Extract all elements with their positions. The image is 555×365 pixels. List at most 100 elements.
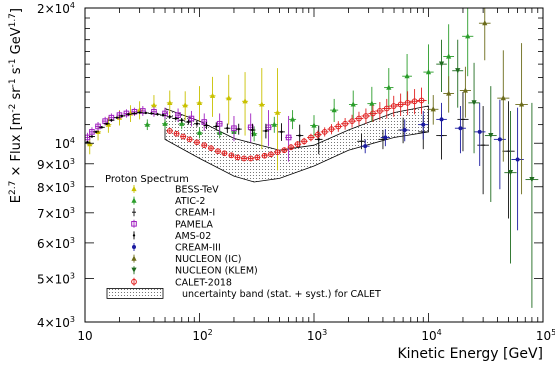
data-point — [162, 120, 168, 126]
data-point — [285, 134, 292, 141]
data-point — [179, 120, 185, 126]
data-point — [228, 152, 235, 159]
data-point — [187, 120, 190, 124]
data-point — [411, 98, 418, 105]
data-point — [529, 176, 535, 183]
data-point — [175, 112, 181, 118]
data-point — [180, 119, 183, 122]
legend-label: CREAM-I — [175, 208, 215, 219]
legend-label: NUCLEON (KLEM) — [175, 266, 258, 277]
data-point — [397, 101, 404, 108]
data-point — [261, 152, 268, 159]
data-point — [247, 155, 254, 162]
data-point — [497, 137, 502, 142]
legend-item: CREAM-I — [132, 208, 215, 219]
data-point — [356, 115, 362, 122]
data-point — [215, 148, 221, 155]
legend-item: CALET-2018 — [131, 277, 232, 288]
data-point — [166, 128, 173, 134]
data-point — [376, 108, 383, 114]
data-point — [120, 114, 124, 118]
data-point — [226, 127, 229, 130]
legend-marker — [131, 221, 137, 227]
data-point — [133, 112, 136, 115]
legend-item: NUCLEON (IC) — [131, 254, 241, 265]
data-point — [308, 134, 314, 141]
y-axis-label: E2.7 × Flux [m-2 sr-1 s-1 GeV1.7] — [8, 8, 24, 203]
data-point — [465, 33, 471, 39]
data-point — [174, 117, 177, 120]
data-point — [156, 113, 159, 116]
legend-item: AMS-02 — [132, 231, 211, 242]
legend-marker — [132, 234, 136, 237]
data-point — [241, 155, 247, 162]
y-tick-label: 2×104 — [37, 1, 75, 16]
data-point — [274, 109, 281, 115]
data-point — [446, 53, 452, 59]
data-point — [196, 99, 203, 105]
y-tick-label: 4×103 — [37, 315, 75, 330]
legend-label: AMS-02 — [175, 231, 211, 242]
series-ams-02 — [85, 111, 323, 155]
legend-label: NUCLEON (IC) — [175, 254, 241, 265]
data-point — [314, 131, 321, 138]
legend-band-label: uncertainty band (stat. + syst.) for CAL… — [182, 289, 381, 300]
data-point — [100, 126, 103, 129]
data-point — [201, 142, 208, 149]
legend-title: Proton Spectrum — [105, 174, 189, 185]
data-point — [167, 99, 173, 105]
data-point — [500, 95, 506, 101]
data-point — [180, 133, 187, 140]
data-point — [294, 141, 301, 148]
data-point — [321, 128, 328, 135]
data-point — [182, 102, 188, 108]
data-point — [370, 110, 376, 117]
legend-item: CREAM-III — [132, 243, 221, 254]
data-point — [342, 120, 349, 127]
data-point — [298, 134, 301, 137]
data-point — [138, 111, 141, 114]
data-point — [173, 130, 180, 137]
data-point — [140, 108, 146, 114]
data-point — [216, 120, 223, 127]
y-tick-label: 5×103 — [37, 271, 75, 286]
x-tick-label: 105 — [536, 328, 555, 343]
data-point — [115, 116, 119, 119]
data-point — [221, 150, 228, 157]
data-point — [195, 122, 199, 125]
data-point — [386, 84, 392, 90]
data-point — [507, 170, 514, 176]
data-point — [488, 132, 494, 139]
series-cream-iii — [360, 99, 524, 231]
data-point — [383, 135, 388, 140]
legend-item: NUCLEON (KLEM) — [131, 266, 258, 277]
data-point — [208, 145, 214, 152]
data-point — [150, 112, 153, 115]
x-axis-label: Kinetic Energy [GeV] — [397, 346, 543, 362]
data-point — [271, 121, 277, 127]
data-point — [196, 129, 203, 135]
data-point — [186, 136, 193, 143]
legend-label: CREAM-III — [175, 243, 221, 254]
data-point — [425, 68, 432, 75]
series-calet-2018 — [166, 87, 427, 162]
data-point — [151, 108, 157, 115]
data-point — [439, 117, 444, 122]
data-point — [349, 118, 355, 125]
data-point — [144, 111, 148, 115]
data-point — [458, 126, 463, 131]
data-point — [94, 130, 98, 134]
legend-marker — [132, 245, 136, 249]
series-cream-i — [357, 92, 515, 219]
data-point — [242, 98, 248, 104]
data-point — [194, 139, 200, 146]
data-point — [518, 101, 525, 107]
data-point — [438, 61, 445, 67]
data-point — [231, 125, 237, 132]
data-point — [110, 119, 113, 122]
data-point — [254, 154, 261, 161]
data-point — [144, 121, 150, 127]
data-point — [515, 157, 520, 162]
data-point — [477, 129, 482, 134]
data-point — [301, 138, 308, 145]
